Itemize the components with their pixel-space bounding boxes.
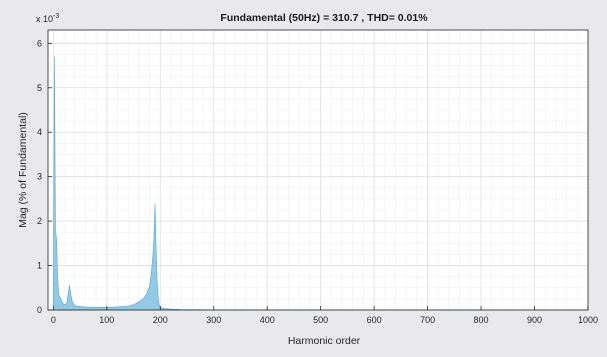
y-axis-label: Mag (% of Fundamental) xyxy=(17,112,29,228)
x-tick-label: 600 xyxy=(367,315,382,325)
y-axis-ticks: 0 1 2 3 4 5 6 xyxy=(37,38,52,315)
plot-frame xyxy=(47,29,589,311)
x-tick-label: 100 xyxy=(99,315,114,325)
y-tick-label: 4 xyxy=(37,127,42,137)
x-tick-label: 800 xyxy=(474,315,489,325)
x-tick-label: 1000 xyxy=(578,315,598,325)
plot-area xyxy=(48,30,588,310)
y-exponent-power: -3 xyxy=(53,13,59,20)
chart-title: Fundamental (50Hz) = 310.7 , THD= 0.01% xyxy=(220,12,428,24)
x-axis-ticks: 0 100 200 300 400 500 600 700 800 900 1000 xyxy=(51,306,598,325)
y-tick-label: 5 xyxy=(37,83,42,93)
x-tick-label: 700 xyxy=(420,315,435,325)
y-tick-label: 2 xyxy=(37,216,42,226)
y-tick-label: 1 xyxy=(37,261,42,271)
y-tick-label: 3 xyxy=(37,172,42,182)
y-exponent-base: x 10 xyxy=(36,14,53,24)
x-tick-label: 500 xyxy=(313,315,328,325)
x-axis-label: Harmonic order xyxy=(288,335,361,347)
x-tick-label: 900 xyxy=(527,315,542,325)
y-exponent-label: x 10-3 xyxy=(36,13,59,24)
y-tick-label: 0 xyxy=(37,305,42,315)
x-tick-label: 0 xyxy=(51,315,56,325)
x-tick-label: 200 xyxy=(153,315,168,325)
x-tick-label: 300 xyxy=(206,315,221,325)
grid-lines xyxy=(48,30,589,311)
y-tick-label: 6 xyxy=(37,38,42,48)
x-tick-label: 400 xyxy=(260,315,275,325)
